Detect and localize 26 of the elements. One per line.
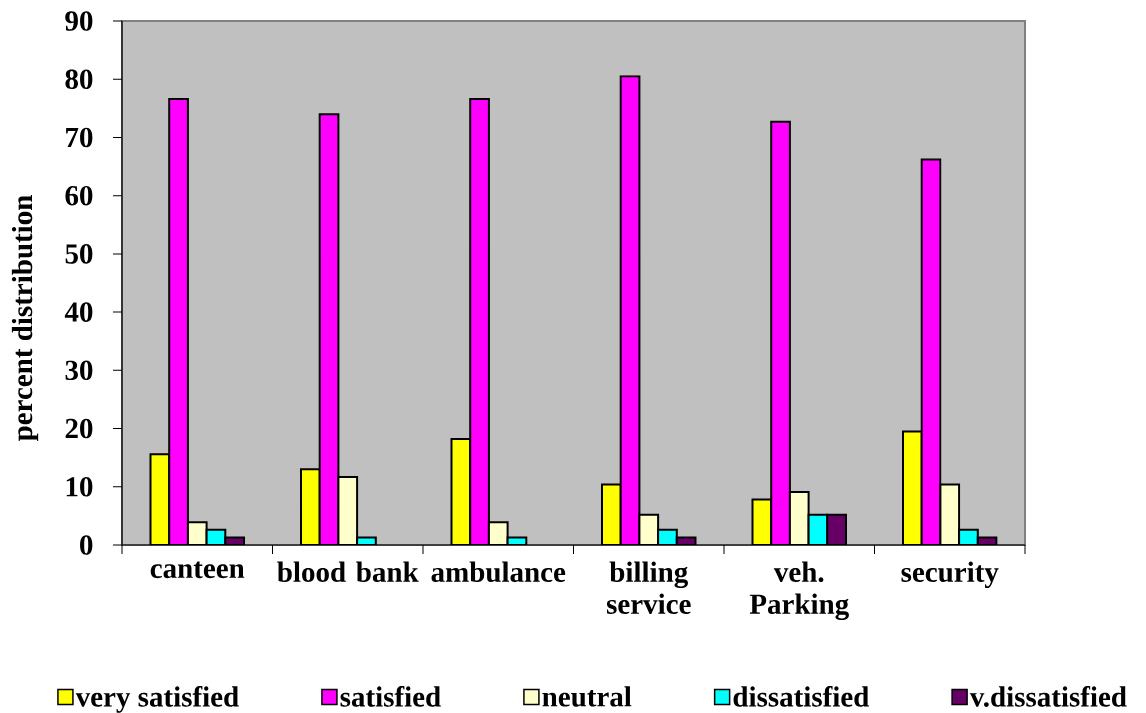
y-axis-title: percent distribution	[11, 195, 39, 442]
y-tick-label: 0	[80, 535, 93, 555]
bar	[902, 430, 923, 545]
bar	[168, 98, 189, 545]
bar	[469, 98, 490, 545]
x-tick-label: security	[901, 561, 999, 588]
x-tick-label: canteen	[150, 561, 245, 579]
legend-label: very satisfied	[75, 686, 239, 713]
y-tick-label: 20	[65, 418, 93, 439]
legend-label: v.dissatisfied	[969, 686, 1127, 707]
y-tick-label: 10	[66, 476, 93, 497]
y-tick-label: 90	[65, 11, 93, 31]
y-tick-label: 80	[65, 69, 93, 90]
y-tick-label: 50	[65, 244, 93, 264]
y-tick-label: 60	[65, 185, 93, 206]
x-tick-label: billing service	[606, 561, 691, 614]
y-tick-label: 30	[65, 360, 93, 381]
legend-label: neutral	[542, 686, 632, 707]
y-tick-label: 70	[66, 127, 93, 148]
x-tick-label: blood bank	[277, 561, 419, 582]
x-tick-label: veh. Parking	[749, 561, 849, 621]
y-tick-label: 40	[64, 302, 93, 322]
x-tick-label: ambulance	[431, 561, 566, 583]
legend-label: satisfied	[340, 686, 441, 707]
legend-label: dissatisfied	[733, 686, 870, 707]
bar	[770, 120, 791, 545]
